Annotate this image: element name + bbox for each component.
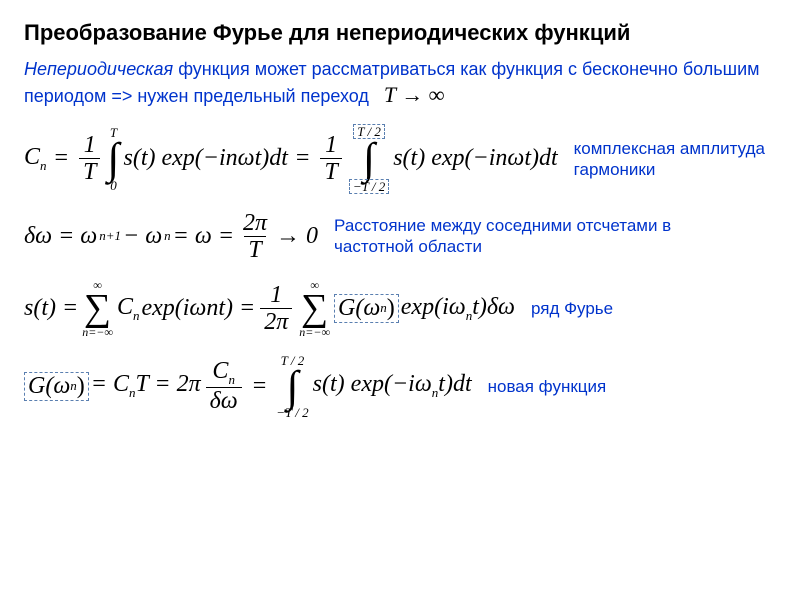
integral-1: T ∫ 0	[107, 126, 119, 192]
row-eq2: δω = ωn+1 − ωn = ω = 2π T → 0 Расстояние…	[24, 210, 776, 264]
integrand-4: s(t) exp(−iωnt)dt	[313, 371, 472, 401]
frac-1T-a: 1 T	[79, 132, 100, 186]
sym-exp1: exp(iωnt) =	[141, 295, 255, 322]
integrand-1a: s(t) exp(−inωt)dt	[123, 145, 287, 172]
integral-4: T / 2 ∫ −T / 2	[276, 354, 308, 420]
sym-eq: =	[49, 145, 75, 172]
intro-limit: T → ∞	[384, 82, 445, 107]
integrand-1b: s(t) exp(−inωt)dt	[393, 145, 557, 172]
row-eq3: s(t) = ∞ ∑ n=−∞ Cn exp(iωnt) = 1 2π ∞ ∑ …	[24, 279, 776, 337]
annotation-2: Расстояние между соседними отсчетами в ч…	[334, 215, 714, 258]
frac-1-2pi: 1 2π	[260, 282, 292, 336]
sym-st: s(t) =	[24, 295, 78, 322]
frac-2piT: 2π T	[239, 210, 271, 264]
boxed-Gwn-lhs: G(ωn)	[24, 372, 89, 401]
annotation-3: ряд Фурье	[531, 298, 613, 319]
frac-1T-b: 1 T	[320, 132, 341, 186]
equation-3: s(t) = ∞ ∑ n=−∞ Cn exp(iωnt) = 1 2π ∞ ∑ …	[24, 279, 515, 337]
sym-exp2: exp(iωnt)δω	[401, 294, 515, 324]
sym-eqw: = ω =	[173, 223, 234, 250]
sym-to0: → 0	[276, 223, 318, 250]
frac-Cn-dw: Cn δω	[206, 358, 242, 414]
annotation-1: комплексная амплитуда гармоники	[574, 138, 776, 181]
boxed-Gwn: G(ωn)	[334, 294, 399, 323]
sym-dw: δω = ω	[24, 223, 97, 250]
row-eq4: G(ωn) = CnT = 2π Cn δω = T / 2 ∫ −T / 2 …	[24, 354, 776, 420]
intro-paragraph: Непериодическая функция может рассматрив…	[24, 58, 776, 110]
sym-Cn3: Cn	[117, 294, 140, 324]
integral-2: T / 2 ∫ −T / 2	[349, 124, 389, 194]
sym-minus-wn: − ω	[123, 223, 162, 250]
equation-2: δω = ωn+1 − ωn = ω = 2π T → 0	[24, 210, 318, 264]
equation-4: G(ωn) = CnT = 2π Cn δω = T / 2 ∫ −T / 2 …	[24, 354, 472, 420]
sym-Cn: Cn	[24, 144, 47, 174]
sym-eq2: =	[290, 145, 316, 172]
intro-emph: Непериодическая	[24, 59, 173, 79]
equation-1: Cn = 1 T T ∫ 0 s(t) exp(−inωt)dt = 1 T T…	[24, 124, 558, 194]
annotation-4: новая функция	[488, 376, 607, 397]
sum-2: ∞ ∑ n=−∞	[299, 279, 330, 337]
page-title: Преобразование Фурье для непериодических…	[24, 20, 776, 46]
row-eq1: Cn = 1 T T ∫ 0 s(t) exp(−inωt)dt = 1 T T…	[24, 124, 776, 194]
sym-CnT: = CnT = 2π	[91, 371, 201, 401]
sum-1: ∞ ∑ n=−∞	[82, 279, 113, 337]
sym-eq4: =	[247, 373, 273, 400]
